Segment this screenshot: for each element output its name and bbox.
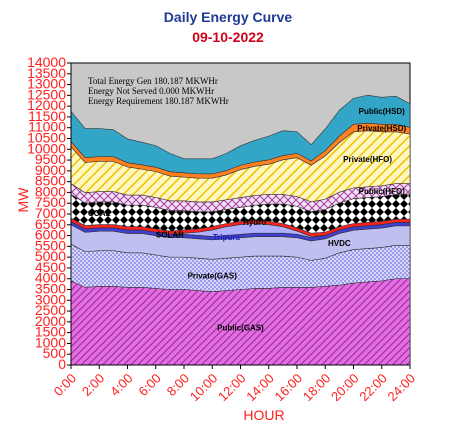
x-tick-label: 24:00 [385, 371, 419, 405]
series-label-hydro: Hydro [243, 218, 266, 227]
x-tick-label: 2:00 [79, 371, 108, 400]
y-tick-label: 14000 [27, 54, 66, 70]
y-tick-label: 5000 [35, 248, 66, 264]
y-axis-label: MW [15, 187, 31, 213]
y-tick-label: 3000 [35, 291, 66, 307]
y-tick-label: 11000 [28, 119, 66, 135]
series-labels: Public(GAS) Private(GAS) HVDC Tripura SOLAR H… [88, 107, 407, 332]
y-tick-label: 2000 [35, 313, 66, 329]
y-tick-label: 500 [43, 345, 67, 361]
series-label-solar: SOLAR [156, 230, 184, 239]
series-label-hvdc: HVDC [328, 239, 351, 248]
area-public-hsd [70, 94, 411, 175]
series-label-private-hsd: Private(HSD) [357, 124, 406, 133]
y-axis-ticks: 0500100015002000250030003500400045005000… [27, 54, 71, 372]
y-tick-label: 12000 [27, 97, 66, 113]
x-tick-label: 10:00 [187, 371, 221, 405]
y-tick-label: 9000 [35, 162, 66, 178]
y-tick-label: 4000 [35, 270, 66, 286]
area-layers [70, 94, 411, 366]
series-label-public-gas: Public(GAS) [217, 323, 264, 332]
energy-summary-line: Total Energy Gen 180.187 MKWHr [88, 76, 218, 86]
x-axis-label: HOUR [243, 407, 284, 423]
x-tick-label: 20:00 [328, 371, 362, 405]
x-axis-ticks: 0:00 2:00 4:00 6:00 8:0010:0012:0014:0016:00… [51, 365, 419, 405]
series-label-coal: COAL [88, 209, 111, 218]
area-public-gas [70, 278, 411, 366]
y-tick-label: 11500 [28, 108, 66, 124]
series-label-private-gas: Private(GAS) [188, 271, 238, 280]
series-label-public-hsd: Public(HSD) [359, 107, 406, 116]
y-tick-label: 12500 [27, 86, 66, 102]
y-tick-label: 5500 [35, 237, 66, 253]
y-tick-label: 6000 [35, 227, 66, 243]
series-label-private-hfo: Private(HFO) [343, 155, 392, 164]
y-tick-label: 0 [58, 356, 66, 372]
y-tick-label: 6500 [35, 216, 66, 232]
y-tick-label: 1500 [35, 324, 66, 340]
x-tick-label: 22:00 [356, 371, 390, 405]
series-label-public-hfo: Public(HFO) [359, 187, 406, 196]
energy-summary-line: Energy Not Served 0.000 MKWHr [88, 86, 214, 96]
chart-subtitle: 09-10-2022 [192, 29, 264, 45]
x-tick-label: 14:00 [243, 371, 277, 405]
y-tick-label: 9500 [35, 151, 66, 167]
y-tick-label: 13500 [27, 65, 66, 81]
y-tick-label: 7500 [35, 194, 66, 210]
y-tick-label: 13000 [27, 76, 66, 92]
x-tick-label: 6:00 [135, 371, 164, 400]
y-tick-label: 2500 [35, 302, 66, 318]
x-tick-label: 0:00 [51, 371, 80, 400]
y-tick-label: 1000 [35, 334, 66, 350]
chart-title: Daily Energy Curve [164, 9, 293, 25]
y-tick-label: 3500 [35, 281, 66, 297]
energy-summary-line: Energy Requirement 180.187 MKWHr [88, 96, 229, 106]
y-tick-label: 4500 [35, 259, 66, 275]
x-tick-label: 12:00 [215, 371, 249, 405]
y-tick-label: 8500 [35, 173, 66, 189]
y-tick-label: 10000 [27, 140, 66, 156]
series-label-tripura: Tripura [213, 233, 241, 242]
y-tick-label: 7000 [35, 205, 66, 221]
y-tick-label: 10500 [27, 130, 66, 146]
x-tick-label: 16:00 [272, 371, 306, 405]
x-tick-label: 4:00 [107, 371, 136, 400]
x-tick-label: 18:00 [300, 371, 334, 405]
y-tick-label: 8000 [35, 183, 66, 199]
